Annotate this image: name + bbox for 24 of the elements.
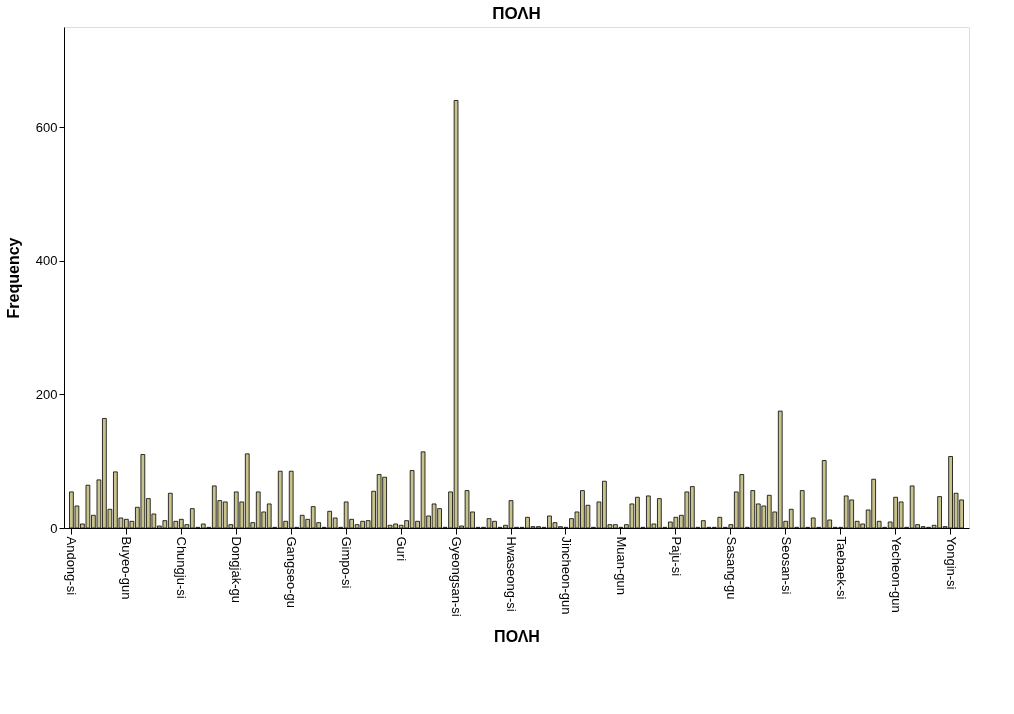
x-tick-label: Guri [394, 536, 410, 562]
x-tick-label: Seosan-si [778, 536, 794, 595]
y-tick-label: 600 [35, 119, 58, 135]
x-tick-label: Buyeo-gun [119, 536, 135, 600]
y-tick-label: 400 [35, 253, 58, 269]
x-tick-label: Gimpo-si [339, 536, 355, 589]
y-tick-label: 200 [35, 386, 58, 402]
x-tick-label: Hwaseong-si [504, 536, 520, 612]
x-tick-label: Sasang-gu [723, 536, 739, 600]
x-tick-label: Andong-si [64, 536, 80, 596]
x-tick-label: Yecheon-gun [888, 536, 904, 613]
x-tick-label: Gyeongsan-si [449, 536, 465, 617]
x-tick-label: Chungju-si [174, 536, 190, 599]
x-tick-label: Paju-si [668, 536, 684, 577]
y-axis-title: Frequency [4, 237, 22, 319]
chart-title: ΠΟΛΗ [492, 4, 541, 23]
x-axis-title: ΠΟΛΗ [494, 627, 540, 645]
x-tick-label: Dongjak-gu [229, 536, 245, 603]
y-tick-label: 0 [50, 520, 58, 536]
x-tick-label: Muan-gun [613, 536, 629, 596]
x-tick-label: Taebaek-si [833, 536, 849, 600]
x-tick-label: Jincheon-gun [558, 536, 574, 615]
x-tick-label: Gangseo-gu [284, 536, 300, 609]
x-tick-label: Yongin-si [943, 536, 959, 590]
